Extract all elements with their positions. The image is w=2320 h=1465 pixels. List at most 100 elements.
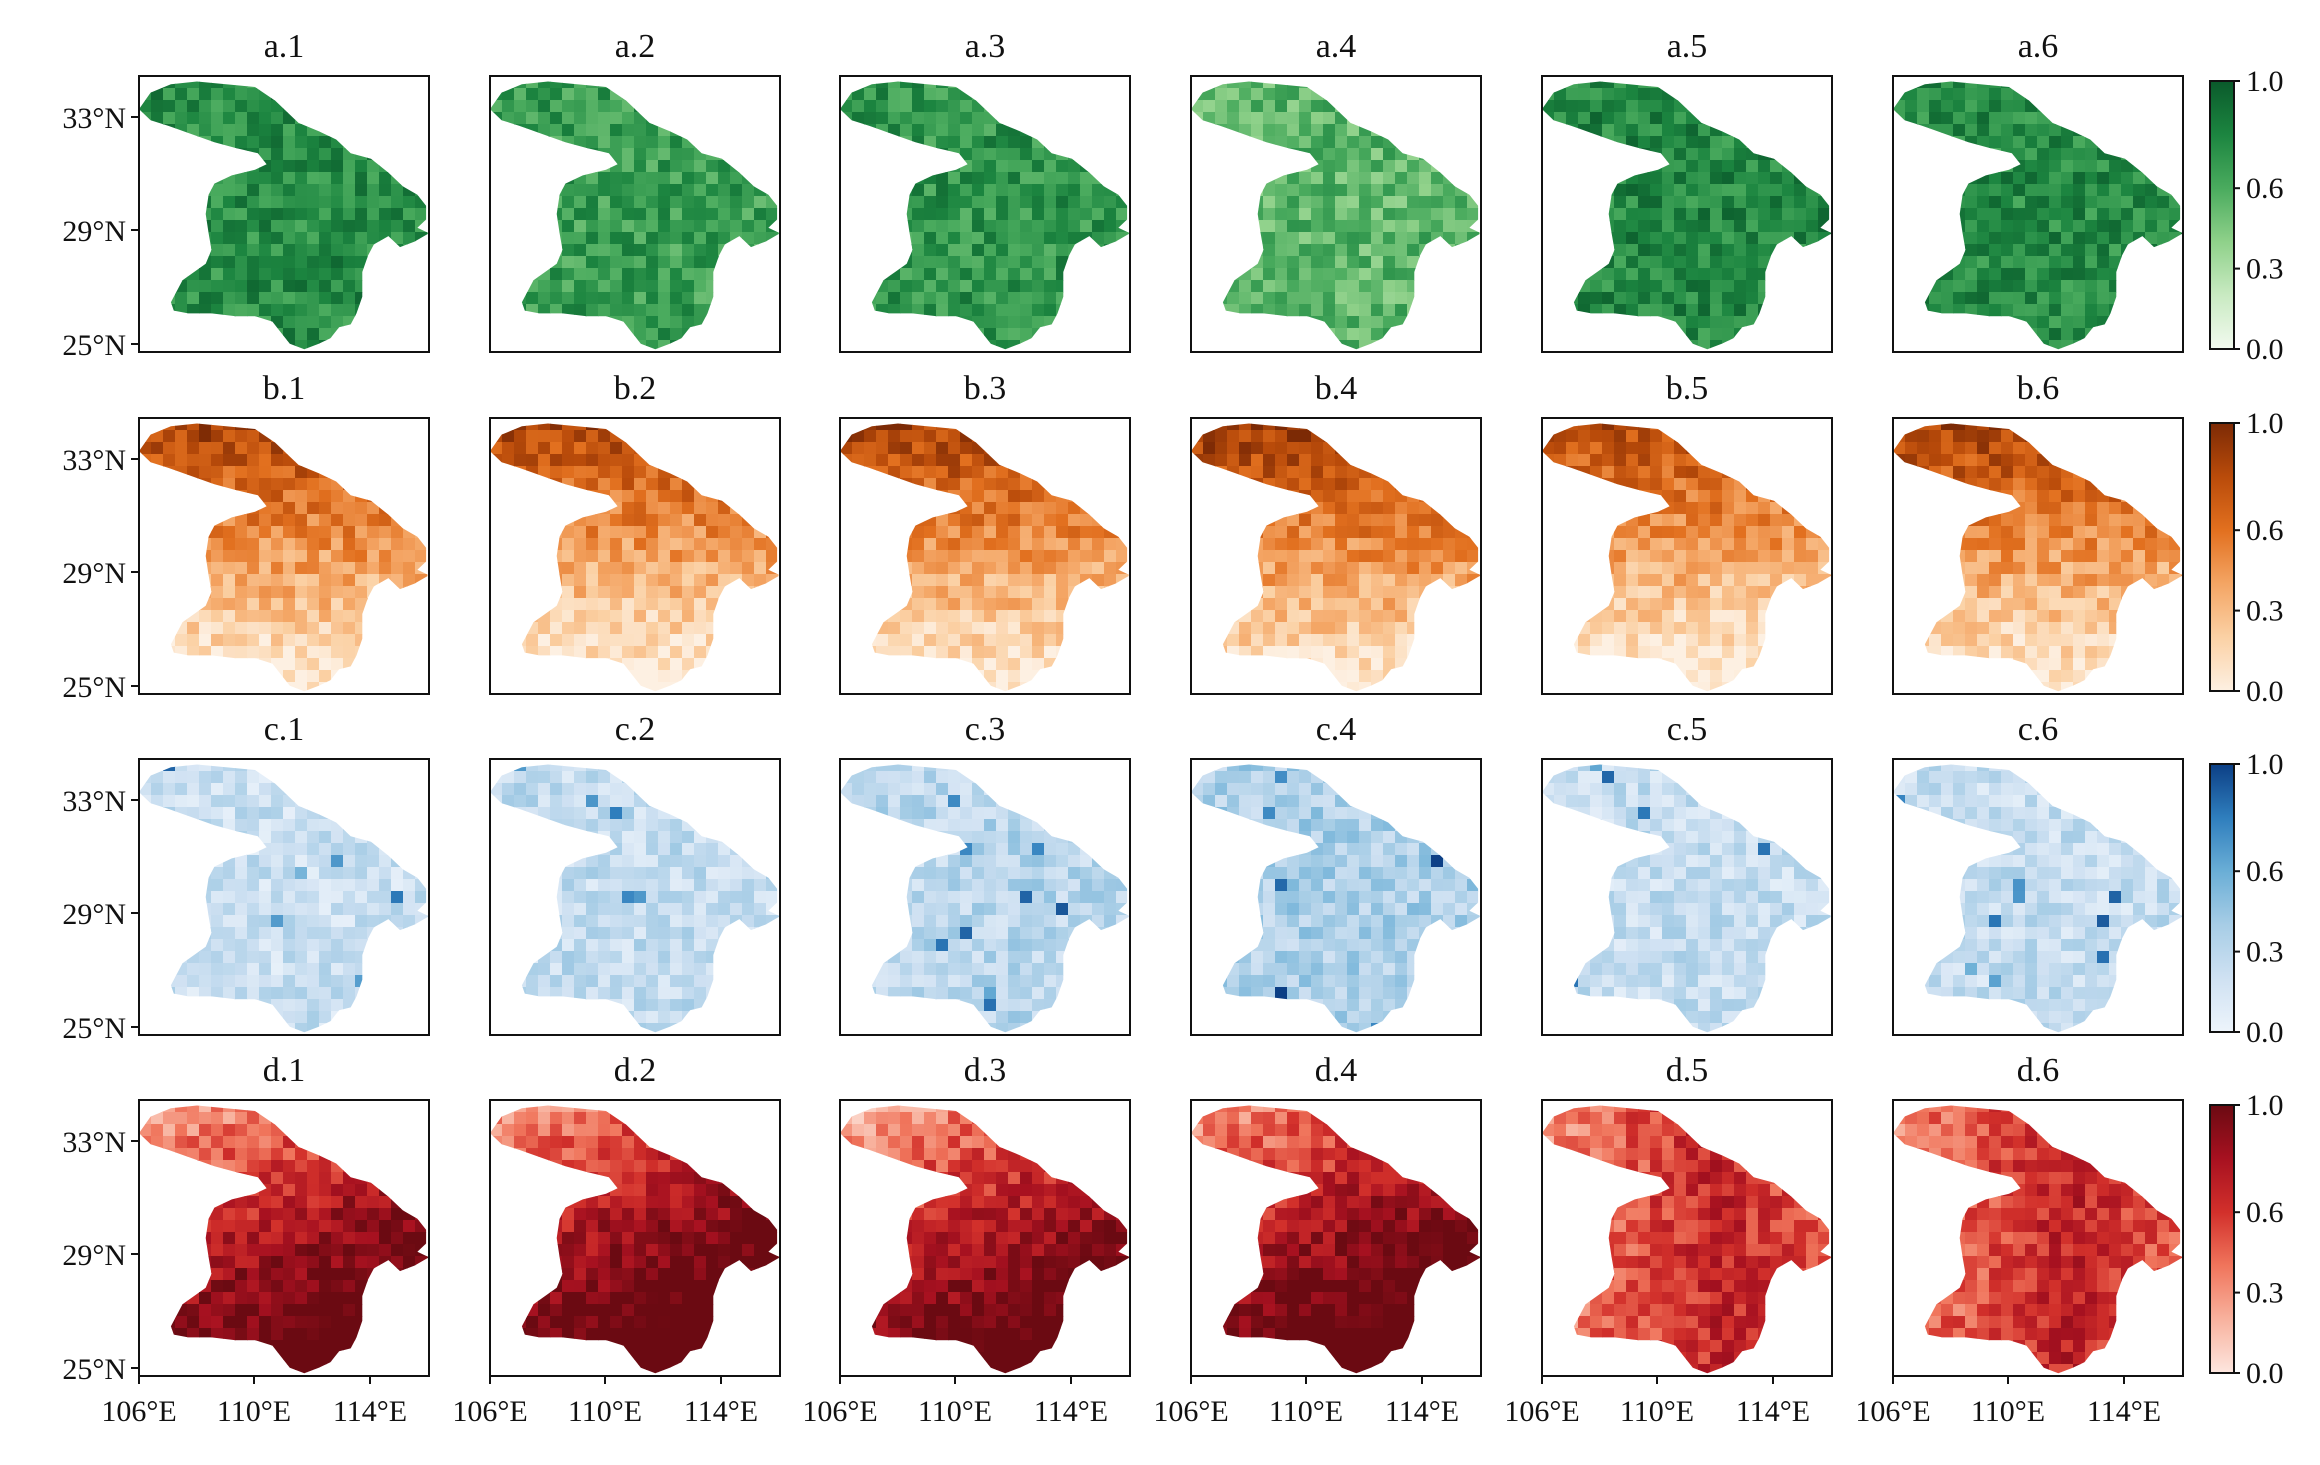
map-raster-d-2 — [490, 1105, 780, 1374]
colorbar-tick-label: 0.3 — [2246, 595, 2284, 628]
colorbar-tick-label: 0.0 — [2246, 333, 2284, 366]
map-raster-a-5 — [1542, 81, 1832, 350]
map-panel-c-1: c.1 33°N 29°N 25°N — [62, 711, 430, 1045]
panel-frame — [1541, 417, 1833, 695]
colorbar-b: 1.0 0.6 0.3 0.0 — [2209, 407, 2284, 708]
colorbar-a: 1.0 0.6 0.3 0.0 — [2209, 65, 2284, 366]
panel-frame — [138, 1099, 430, 1377]
panel-frame — [1541, 758, 1833, 1036]
map-raster-c-6 — [1893, 764, 2183, 1033]
panel-frame — [1892, 417, 2184, 695]
map-panel-c-6: c.6 — [1892, 711, 2184, 1036]
colorbar-tick-label: 0.6 — [2246, 1196, 2284, 1229]
panel-frame — [1190, 758, 1482, 1036]
map-raster-b-3 — [840, 423, 1130, 692]
colorbar-tick-label: 1.0 — [2246, 748, 2284, 781]
map-raster-d-1 — [139, 1105, 429, 1374]
panel-frame — [489, 417, 781, 695]
colorbar-tick-label: 0.6 — [2246, 855, 2284, 888]
lon-tick-label: 114°E — [684, 1395, 758, 1428]
panel-title: a.3 — [965, 28, 1006, 65]
map-panel-b-1: b.1 33°N 29°N 25°N — [62, 370, 430, 704]
lat-tick-label: 29°N — [62, 215, 126, 248]
map-panel-c-2: c.2 — [489, 711, 781, 1036]
panel-frame — [1190, 417, 1482, 695]
lat-tick-label: 25°N — [62, 671, 126, 704]
panel-frame — [489, 75, 781, 353]
panel-title: b.5 — [1666, 370, 1709, 407]
map-panel-a-6: a.6 — [1892, 28, 2184, 353]
map-panel-d-1: d.1 33°N 29°N 25°N 106°E 110°E 114°E — [62, 1052, 430, 1428]
map-panel-a-4: a.4 — [1190, 28, 1482, 353]
map-raster-b-5 — [1542, 423, 1832, 692]
colorbar-tick-label: 1.0 — [2246, 65, 2284, 98]
panel-frame — [1892, 758, 2184, 1036]
panel-title: a.5 — [1667, 28, 1708, 65]
map-raster-c-5 — [1542, 764, 1832, 1033]
panel-title: b.1 — [263, 370, 306, 407]
map-raster-b-2 — [490, 423, 780, 692]
map-panel-b-4: b.4 — [1190, 370, 1482, 695]
panel-title: b.4 — [1315, 370, 1358, 407]
lon-tick-label: 110°E — [1620, 1395, 1694, 1428]
map-raster-d-3 — [840, 1105, 1130, 1374]
colorbar-tick-label: 0.3 — [2246, 1277, 2284, 1310]
map-raster-b-1 — [139, 423, 429, 692]
lat-tick-label: 29°N — [62, 557, 126, 590]
lon-tick-label: 114°E — [1736, 1395, 1810, 1428]
map-panel-d-2: d.2 106°E 110°E 114°E — [452, 1052, 781, 1428]
map-panel-c-5: c.5 — [1541, 711, 1833, 1036]
map-panel-a-1: a.1 33°N 29°N 25°N — [62, 28, 430, 362]
panel-title: c.4 — [1316, 711, 1357, 748]
panel-frame — [839, 417, 1131, 695]
panel-frame — [138, 75, 430, 353]
panel-frame — [1190, 75, 1482, 353]
map-raster-c-4 — [1191, 764, 1481, 1033]
map-raster-d-5 — [1542, 1105, 1832, 1374]
map-panel-d-6: d.6 106°E 110°E 114°E — [1855, 1052, 2184, 1428]
panel-title: c.1 — [264, 711, 305, 748]
map-raster-a-6 — [1893, 81, 2183, 350]
map-raster-a-1 — [139, 81, 429, 350]
colorbar-tick-label: 0.0 — [2246, 675, 2284, 708]
lat-tick-label: 29°N — [62, 898, 126, 931]
map-raster-b-4 — [1191, 423, 1481, 692]
panel-frame — [839, 1099, 1131, 1377]
map-raster-a-2 — [490, 81, 780, 350]
map-panel-c-4: c.4 — [1190, 711, 1482, 1036]
panel-title: a.6 — [2018, 28, 2059, 65]
lon-tick-label: 106°E — [1153, 1395, 1228, 1428]
colorbar-tick-label: 0.6 — [2246, 172, 2284, 205]
lon-tick-label: 106°E — [1855, 1395, 1930, 1428]
lon-tick-label: 114°E — [1034, 1395, 1108, 1428]
lon-tick-label: 114°E — [1385, 1395, 1459, 1428]
map-raster-d-6 — [1893, 1105, 2183, 1374]
lat-tick-label: 33°N — [62, 444, 126, 477]
panel-frame — [1190, 1099, 1482, 1377]
panel-title: d.2 — [614, 1052, 657, 1089]
panel-title: b.6 — [2017, 370, 2060, 407]
map-raster-a-4 — [1191, 81, 1481, 350]
panel-title: a.2 — [615, 28, 656, 65]
lon-tick-label: 106°E — [101, 1395, 176, 1428]
map-panel-a-2: a.2 — [489, 28, 781, 353]
lat-tick-label: 29°N — [62, 1239, 126, 1272]
map-panel-d-4: d.4 106°E 110°E 114°E — [1153, 1052, 1482, 1428]
map-panel-d-5: d.5 106°E 110°E 114°E — [1504, 1052, 1833, 1428]
lat-tick-label: 25°N — [62, 1353, 126, 1386]
map-raster-c-2 — [490, 764, 780, 1033]
panel-title: b.2 — [614, 370, 657, 407]
panel-title: a.4 — [1316, 28, 1357, 65]
lon-tick-label: 106°E — [802, 1395, 877, 1428]
panel-frame — [1892, 75, 2184, 353]
lon-tick-label: 114°E — [2087, 1395, 2161, 1428]
lon-tick-label: 110°E — [568, 1395, 642, 1428]
panel-frame — [1541, 75, 1833, 353]
lon-tick-label: 114°E — [333, 1395, 407, 1428]
panel-title: b.3 — [964, 370, 1007, 407]
lon-tick-label: 110°E — [1971, 1395, 2045, 1428]
map-panel-c-3: c.3 — [839, 711, 1131, 1036]
map-panel-b-3: b.3 — [839, 370, 1131, 695]
panel-title: a.1 — [264, 28, 305, 65]
